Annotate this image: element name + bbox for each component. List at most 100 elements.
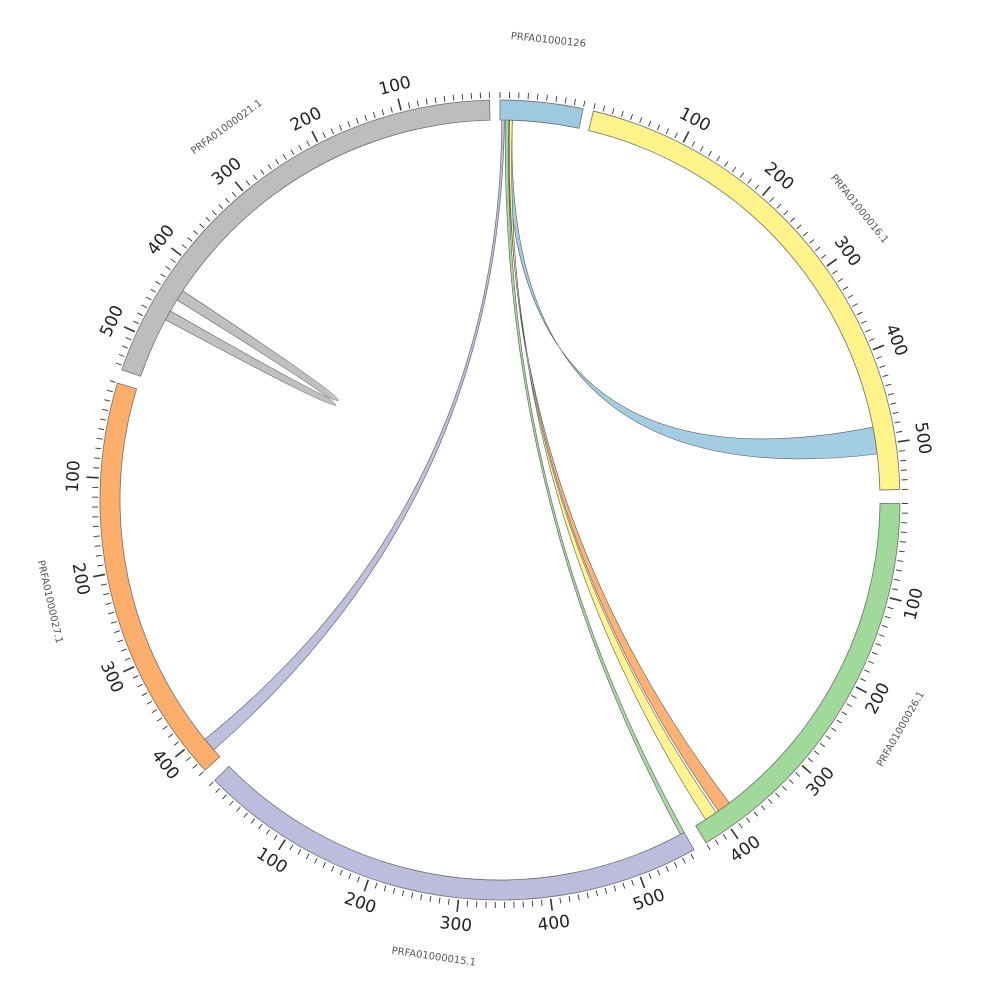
segment-label-PRFA01000126: PRFA01000126 — [510, 31, 586, 50]
minor-tick-PRFA01000027-1-190 — [97, 564, 104, 567]
minor-tick-PRFA01000016-1-450 — [887, 393, 894, 396]
minor-tick-PRFA01000027-1-20 — [104, 399, 111, 402]
minor-tick-PRFA01000026-1-240 — [836, 719, 842, 724]
minor-tick-PRFA01000015-1-130 — [305, 853, 310, 860]
minor-tick-PRFA01000026-1-140 — [878, 634, 885, 637]
minor-tick-PRFA01000016-1-60 — [648, 120, 652, 127]
minor-tick-PRFA01000016-1-50 — [639, 117, 643, 124]
tick-label-PRFA01000016-1-200: 200 — [760, 158, 798, 194]
minor-tick-PRFA01000021-1-230 — [290, 149, 295, 156]
minor-tick-PRFA01000026-1-330 — [781, 785, 787, 791]
link-ribbon-3 — [509, 119, 717, 820]
major-tick-PRFA01000027-1-300 — [122, 666, 135, 673]
minor-tick-PRFA01000021-1-440 — [155, 281, 161, 286]
segment-label-PRFA01000015-1: PRFA01000015.1 — [391, 946, 477, 969]
minor-tick-PRFA01000016-1-460 — [890, 402, 897, 405]
minor-tick-PRFA01000021-1-470 — [141, 304, 148, 309]
minor-tick-PRFA01000016-1-120 — [699, 145, 704, 152]
segment-PRFA01000015.1 — [214, 765, 695, 901]
minor-tick-PRFA01000027-1-180 — [95, 554, 102, 557]
minor-tick-PRFA01000027-1-210 — [100, 583, 107, 586]
minor-tick-PRFA01000021-1-80 — [416, 100, 419, 107]
major-tick-PRFA01000016-1-300 — [826, 258, 838, 267]
minor-tick-PRFA01000021-1-410 — [170, 258, 176, 263]
minor-tick-PRFA01000026-1-120 — [884, 615, 891, 619]
major-tick-PRFA01000021-1-200 — [311, 130, 319, 143]
minor-tick-PRFA01000015-1-40 — [236, 806, 241, 812]
minor-tick-PRFA01000026-1-350 — [768, 798, 773, 805]
minor-tick-PRFA01000015-1-150 — [322, 861, 326, 868]
minor-tick-PRFA01000021-1-450 — [150, 288, 157, 293]
minor-tick-PRFA01000026-1-250 — [830, 727, 837, 732]
tick-label-PRFA01000021-1-100: 100 — [377, 72, 413, 99]
minor-tick-PRFA01000016-1-350 — [852, 303, 858, 307]
minor-tick-PRFA01000015-1-490 — [631, 879, 635, 886]
tick-label-PRFA01000027-1-100: 100 — [63, 460, 85, 494]
minor-tick-PRFA01000015-1-520 — [657, 869, 661, 876]
minor-tick-PRFA01000016-1-320 — [837, 278, 843, 283]
link-ribbon-6 — [165, 290, 339, 406]
minor-tick-PRFA01000021-1-90 — [407, 102, 411, 109]
major-tick-PRFA01000026-1-400 — [730, 828, 739, 840]
segment-PRFA01000016.1 — [588, 110, 901, 491]
minor-tick-PRFA01000016-1-20 — [611, 108, 615, 115]
major-tick-PRFA01000016-1-400 — [872, 344, 885, 351]
minor-tick-PRFA01000015-1-190 — [357, 876, 360, 883]
minor-tick-PRFA01000016-1-310 — [832, 270, 838, 275]
minor-tick-PRFA01000015-1-440 — [586, 892, 589, 899]
minor-tick-PRFA01000015-1-170 — [339, 869, 343, 876]
tick-label-PRFA01000016-1-100: 100 — [676, 104, 714, 137]
minor-tick-PRFA01000026-1-420 — [714, 839, 719, 845]
segment-labels-layer: PRFA01000126 100 200 300 400 500 PRFA01000016.… — [35, 31, 935, 969]
minor-tick-PRFA01000015-1-420 — [568, 895, 571, 903]
minor-tick-PRFA01000026-1-70 — [895, 569, 902, 572]
minor-tick-PRFA01000016-1-420 — [879, 365, 886, 369]
minor-tick-PRFA01000021-1-340 — [211, 210, 217, 216]
tick-label-PRFA01000015-1-500: 500 — [630, 885, 667, 915]
tick-label-PRFA01000016-1-300: 300 — [830, 232, 865, 270]
minor-tick-PRFA01000015-1-60 — [250, 818, 256, 824]
major-tick-PRFA01000016-1-500 — [897, 439, 910, 443]
minor-tick-PRFA01000015-1-160 — [331, 865, 335, 872]
minor-tick-PRFA01000027-1-340 — [146, 700, 153, 705]
minor-tick-PRFA01000027-1-350 — [151, 709, 158, 714]
minor-tick-PRFA01000027-1-280 — [120, 648, 127, 652]
minor-tick-PRFA01000015-1-120 — [297, 849, 302, 855]
minor-tick-PRFA01000016-1-280 — [815, 246, 821, 252]
major-tick-PRFA01000015-1-500 — [639, 876, 646, 889]
minor-tick-PRFA01000026-1-90 — [892, 588, 899, 591]
minor-tick-PRFA01000016-1-140 — [716, 155, 721, 162]
ticks-layer — [86, 92, 910, 912]
minor-tick-PRFA01000027-1-170 — [94, 545, 101, 547]
tick-label-PRFA01000016-1-400: 400 — [881, 322, 912, 360]
minor-tick-PRFA01000027-1-310 — [132, 675, 139, 679]
minor-tick-PRFA01000026-1-370 — [753, 811, 759, 817]
minor-tick-PRFA01000016-1-370 — [860, 320, 867, 324]
minor-tick-PRFA01000021-1-250 — [275, 159, 280, 165]
minor-tick-PRFA01000027-1-290 — [124, 657, 131, 661]
minor-tick-PRFA01000027-1-30 — [102, 408, 109, 412]
tick-label-PRFA01000026-1-300: 300 — [802, 763, 838, 801]
minor-tick-PRFA01000026-1-280 — [813, 750, 820, 755]
minor-tick-PRFA01000021-1-290 — [245, 180, 251, 186]
minor-tick-PRFA01000026-1-340 — [775, 792, 780, 798]
minor-tick-PRFA01000016-1-210 — [769, 197, 775, 203]
minor-tick-PRFA01000016-1-520 — [900, 459, 907, 462]
major-tick-PRFA01000026-1-300 — [801, 764, 812, 774]
tick-label-PRFA01000021-1-400: 400 — [143, 221, 179, 259]
minor-tick-PRFA01000026-1-310 — [795, 772, 801, 777]
minor-tick-PRFA01000016-1-110 — [691, 141, 696, 147]
minor-tick-PRFA01000016-1-160 — [732, 166, 737, 173]
minor-tick-PRFA01000027-1-330 — [141, 692, 148, 697]
minor-tick-PRFA01000027-1-430 — [198, 771, 204, 776]
major-tick-PRFA01000016-1-200 — [761, 185, 771, 197]
minor-tick-PRFA01000026-1-270 — [819, 742, 826, 748]
minor-tick-PRFA01000026-1-160 — [871, 651, 878, 656]
minor-tick-PRFA01000015-1-230 — [392, 887, 396, 894]
minor-tick-PRFA01000015-1-260 — [420, 894, 423, 901]
minor-tick-PRFA01000016-1-380 — [865, 329, 871, 333]
minor-tick-PRFA01000016-1-250 — [796, 224, 802, 230]
minor-tick-PRFA01000016-1-430 — [882, 374, 889, 378]
minor-tick-PRFA01000021-1-320 — [225, 197, 230, 204]
minor-tick-PRFA01000026-1-130 — [881, 625, 888, 628]
